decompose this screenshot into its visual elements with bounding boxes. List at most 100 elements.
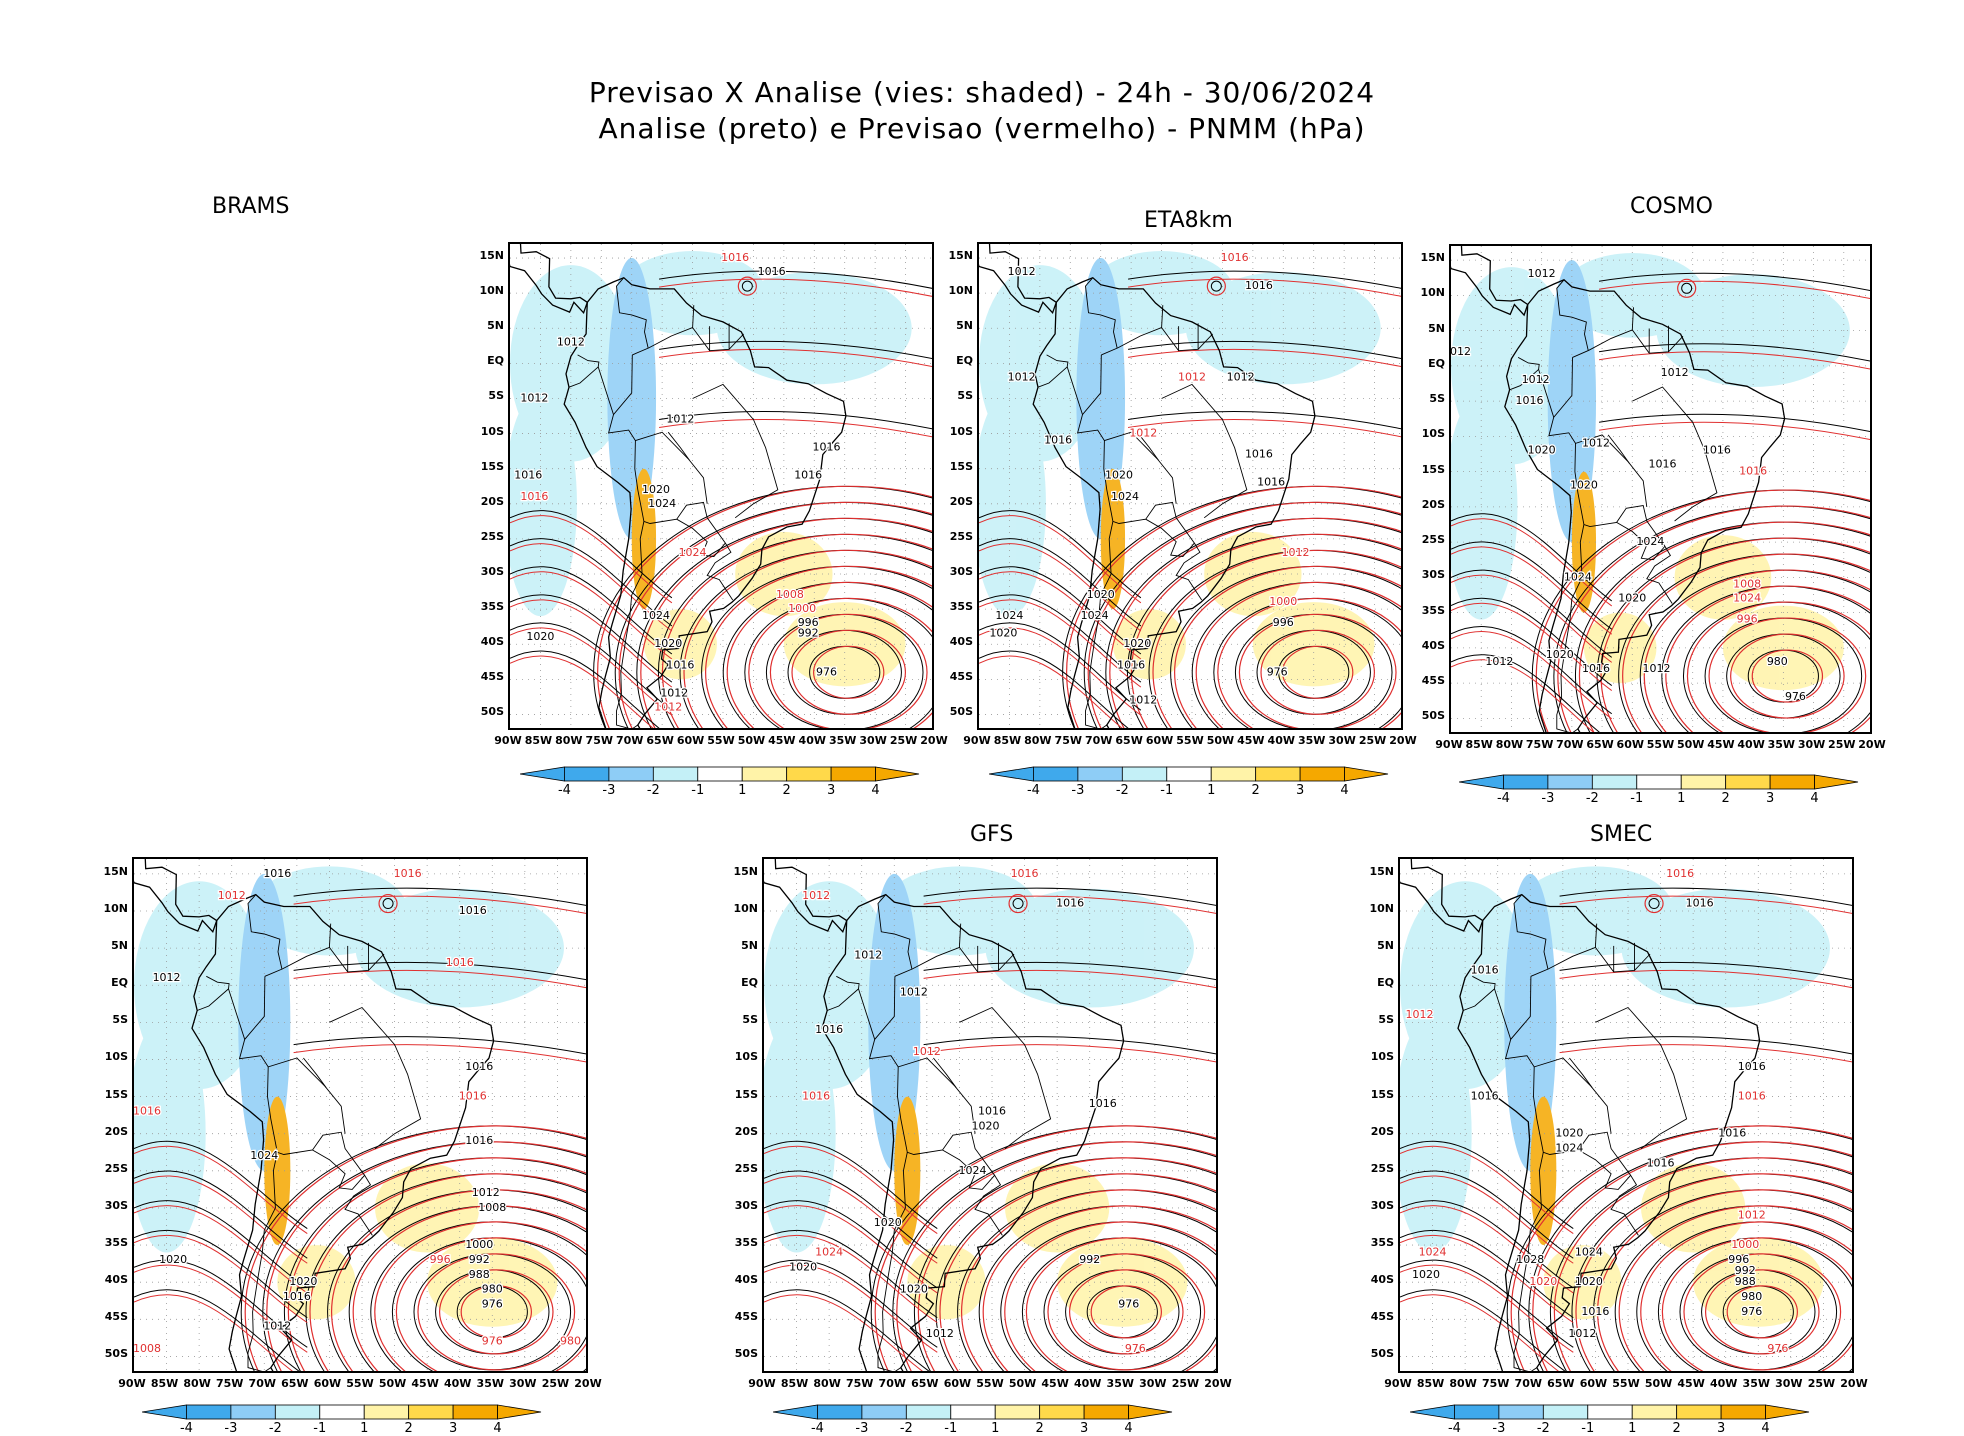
longitude-tick-label: 20W	[1204, 1377, 1232, 1390]
contour-label: 1020	[1618, 592, 1646, 605]
latitude-tick-label: 50S	[734, 1347, 758, 1361]
contour-label: 1012	[557, 335, 585, 348]
longitude-tick-label: 85W	[1465, 738, 1493, 751]
contour-label: 992	[798, 627, 819, 640]
bias-shade-area	[355, 888, 564, 1008]
contour-label: 1008	[776, 588, 804, 601]
gridlines	[134, 859, 586, 1371]
contour-label: 1016	[1471, 963, 1499, 976]
isobars	[134, 887, 586, 1371]
longitude-tick-label: 25W	[1807, 1377, 1836, 1390]
longitude-tick-label: 30W	[1775, 1377, 1803, 1390]
map-panel: 1012 1012 1012 1012 1016 1020 1012 1016 1020 1016…	[1449, 244, 1872, 734]
contour-label: 1020	[1087, 588, 1115, 601]
contour-label: 1016	[1044, 434, 1072, 447]
contour-label: 976	[1125, 1342, 1146, 1355]
latitude-tick-label: 10N	[1369, 901, 1394, 915]
contour-label: 1020	[1575, 1275, 1603, 1288]
latitude-tick-label: 50S	[1370, 1347, 1394, 1361]
contour-label: 1012	[1642, 662, 1670, 675]
latitude-tick-label: 10N	[1420, 286, 1445, 300]
map-panel: 1016 1016 1016 1012 1016 1020 1024 1016 1016 1016…	[1398, 857, 1854, 1373]
longitude-tick-label: 40W	[798, 734, 826, 747]
contour-label: 1028	[1516, 1253, 1544, 1266]
latitude-tick-label: 50S	[104, 1347, 128, 1361]
contour-label: 1024	[679, 546, 707, 559]
contour-label: 1020	[1528, 443, 1556, 456]
colorbar-segment	[1725, 774, 1771, 790]
latitude-tick-label: 5S	[1429, 392, 1445, 406]
longitude-tick-label: 55W	[707, 734, 735, 747]
bias-shade-area	[1112, 609, 1186, 680]
longitude-tick-label: 30W	[1139, 1377, 1167, 1390]
longitude-tick-label: 70W	[1084, 734, 1113, 747]
latitude-tick-label: 35S	[734, 1236, 758, 1250]
contour-label: 1012	[854, 949, 882, 962]
contour-label: 1012	[153, 971, 181, 984]
longitude-tick-label: 50W	[737, 734, 766, 747]
contour-label: 1020	[900, 1283, 928, 1296]
colorbar-label: 2	[404, 1421, 413, 1436]
contour-label: 1016	[465, 1060, 493, 1073]
contour-label: 1024	[1081, 609, 1109, 622]
longitude-tick-label: 85W	[993, 734, 1022, 747]
contour-label: 1024	[1564, 570, 1592, 583]
latitude-tick-label: 5N	[487, 319, 504, 333]
latitude-tick-label: 30S	[734, 1198, 758, 1212]
colorbar-segment	[363, 1404, 410, 1420]
map-canvas: 1012 1012 1012 1012 1016 1020 1012 1016 1020 1016…	[1451, 246, 1870, 732]
contour-label: 1016	[134, 1104, 161, 1117]
latitude-tick-label: 15N	[948, 249, 973, 263]
colorbar	[1410, 1404, 1810, 1420]
contour-label: 1012	[666, 413, 694, 426]
latitude-tick-label: 20S	[734, 1124, 758, 1138]
contour-label: 988	[1735, 1275, 1756, 1288]
contour-label: 1016	[1686, 897, 1714, 910]
longitude-tick-label: 50W	[1676, 738, 1705, 751]
contour-label: 1016	[1718, 1127, 1746, 1140]
colorbar-segment	[1591, 774, 1638, 790]
colorbar-label: 4	[1124, 1421, 1133, 1436]
colorbar-segment	[994, 1404, 1041, 1420]
colorbar-label: 1	[1677, 791, 1686, 806]
latitude-tick-label: 35S	[949, 600, 973, 614]
contour-label: 1016	[283, 1290, 311, 1303]
contour-label: 980	[482, 1283, 503, 1296]
contour-label: 1016	[812, 441, 840, 454]
contour-label: 1020	[1105, 469, 1133, 482]
colorbar-segment	[817, 1404, 863, 1420]
isobars	[979, 270, 1401, 728]
colorbar-label: 4	[1810, 791, 1819, 806]
contour-label: 1012	[1178, 370, 1206, 383]
latitude-tick-label: 15S	[1370, 1087, 1394, 1101]
longitude-tick-label: 80W	[555, 734, 583, 747]
colorbar-label: 3	[1295, 783, 1305, 798]
latitude-tick-label: 35S	[104, 1236, 128, 1250]
latitude-tick-label: 25S	[1370, 1161, 1394, 1175]
contour-label: 1024	[250, 1149, 278, 1162]
contour-label: 980	[560, 1335, 581, 1348]
contour-label: 1016	[1666, 867, 1694, 880]
colorbar-label: 1	[738, 783, 747, 798]
longitude-tick-label: 55W	[976, 1377, 1004, 1390]
contour-label: 1000	[465, 1238, 493, 1251]
coastlines	[1400, 859, 1761, 1371]
latitude-tick-label: EQ	[741, 976, 758, 990]
isobars	[764, 887, 1216, 1371]
contour-label: 1012	[1522, 373, 1550, 386]
panel-label: COSMO	[1630, 194, 1713, 219]
longitude-tick-label: 60W	[676, 734, 705, 747]
longitude-tick-label: 45W	[1237, 734, 1265, 747]
contour-label: 1024	[1419, 1245, 1447, 1258]
colorbar	[989, 766, 1389, 782]
longitude-tick-label: 45W	[1707, 738, 1735, 751]
colorbar-label: -2	[1585, 791, 1599, 806]
colorbar-segment	[1680, 774, 1727, 790]
latitude-tick-label: EQ	[1428, 356, 1445, 370]
latitude-tick-label: 5N	[956, 319, 973, 333]
latitude-tick-label: 5S	[112, 1013, 128, 1027]
contour-label: 1024	[1636, 535, 1664, 548]
contour-label: 1016	[721, 251, 749, 264]
contour-label: 1012	[913, 1045, 941, 1058]
latitude-tick-label: 10S	[1421, 427, 1445, 441]
